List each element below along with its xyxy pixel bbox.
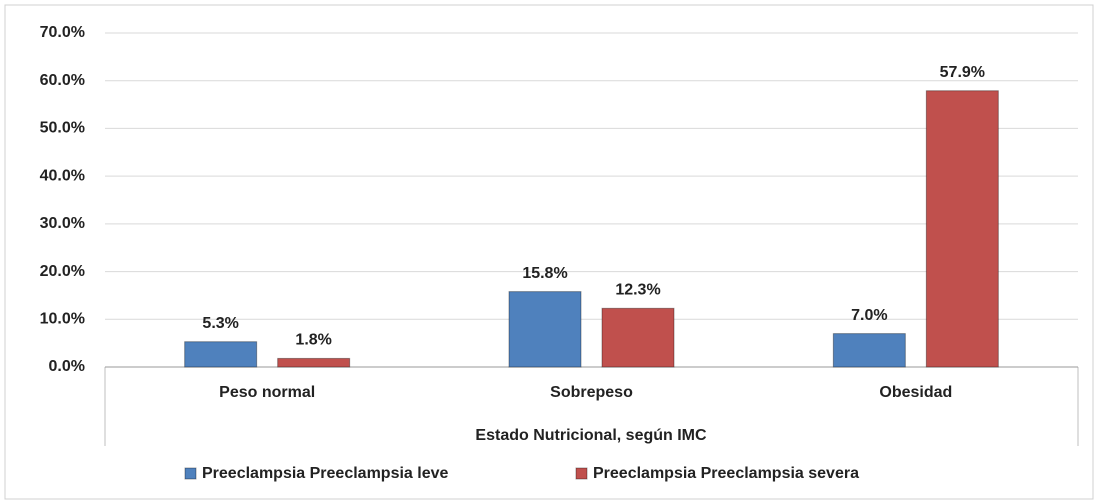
value-label: 12.3%	[615, 282, 660, 299]
x-tick-label: Obesidad	[879, 384, 952, 401]
bar	[508, 291, 582, 368]
y-tick-label: 20.0%	[40, 263, 85, 280]
chart-border	[4, 4, 1094, 500]
value-label: 7.0%	[851, 307, 887, 324]
y-tick-label: 0.0%	[49, 358, 85, 375]
y-tick-label: 10.0%	[40, 311, 85, 328]
y-tick-label: 60.0%	[40, 72, 85, 89]
value-label: 1.8%	[295, 332, 331, 349]
x-tick-label: Peso normal	[219, 384, 315, 401]
y-tick-label: 70.0%	[40, 24, 85, 41]
legend-label: Preeclampsia Preeclampsia leve	[202, 465, 448, 482]
bar	[277, 357, 351, 368]
x-tick-label: Sobrepeso	[550, 384, 633, 401]
legend-swatch	[575, 467, 588, 480]
y-tick-label: 40.0%	[40, 167, 85, 184]
bar	[184, 341, 258, 368]
y-tick-label: 50.0%	[40, 120, 85, 137]
value-label: 57.9%	[940, 64, 985, 81]
x-axis-title: Estado Nutricional, según IMC	[475, 427, 707, 444]
value-label: 15.8%	[522, 265, 567, 282]
legend-label: Preeclampsia Preeclampsia severa	[593, 465, 859, 482]
bar	[925, 90, 999, 368]
value-label: 5.3%	[202, 315, 238, 332]
bar	[832, 333, 906, 368]
legend-swatch	[184, 467, 197, 480]
bar	[601, 307, 675, 368]
y-tick-label: 30.0%	[40, 215, 85, 232]
